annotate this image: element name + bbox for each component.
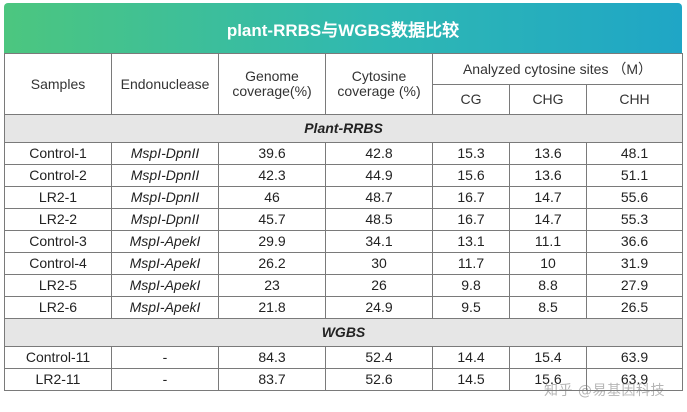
cell-cytosine: 48.5	[325, 208, 433, 231]
table-body: Plant-RRBS Control-1 MspI-DpnII 39.6 42.8 15.…	[4, 114, 683, 391]
comparison-table: Samples Endonuclease Genome coverage(%) …	[4, 53, 683, 391]
cell-genome: 26.2	[218, 252, 326, 275]
cell-cg: 13.1	[432, 230, 510, 253]
cell-cg: 9.5	[432, 296, 510, 319]
header-row-primary: Samples Endonuclease Genome coverage(%) …	[4, 53, 683, 115]
cell-chh: 36.6	[586, 230, 683, 253]
cell-sample: Control-11	[4, 346, 112, 369]
section-label: WGBS	[4, 318, 683, 347]
cell-genome: 46	[218, 186, 326, 209]
section-row: Plant-RRBS	[4, 114, 683, 143]
cell-genome: 45.7	[218, 208, 326, 231]
cell-chg: 10	[509, 252, 587, 275]
cell-enzyme: MspI-DpnII	[111, 208, 219, 231]
comparison-figure: plant-RRBS与WGBS数据比较 Samples Endonuclease…	[4, 3, 683, 409]
cell-cytosine: 44.9	[325, 164, 433, 187]
cell-enzyme: MspI-ApekI	[111, 252, 219, 275]
cell-genome: 83.7	[218, 368, 326, 391]
section-label: Plant-RRBS	[4, 114, 683, 143]
cell-enzyme: MspI-DpnII	[111, 164, 219, 187]
cell-chg: 15.6	[509, 368, 587, 391]
header-cytosine-coverage: Cytosine coverage (%)	[325, 53, 433, 115]
cell-chh: 27.9	[586, 274, 683, 297]
cell-chg: 11.1	[509, 230, 587, 253]
table-row: Control-11-84.3 52.4 14.4 15.4 63.9	[4, 346, 683, 369]
cell-sample: LR2-5	[4, 274, 112, 297]
cell-enzyme: MspI-ApekI	[111, 296, 219, 319]
cell-chg: 14.7	[509, 208, 587, 231]
cell-cytosine: 52.4	[325, 346, 433, 369]
cell-cytosine: 30	[325, 252, 433, 275]
cell-chh: 48.1	[586, 142, 683, 165]
cell-genome: 29.9	[218, 230, 326, 253]
table-row: LR2-1 MspI-DpnII 46 48.7 16.7 14.7 55.6	[4, 186, 683, 209]
cell-genome: 23	[218, 274, 326, 297]
cell-sample: Control-2	[4, 164, 112, 187]
header-genome-coverage: Genome coverage(%)	[218, 53, 326, 115]
table-row: Control-2 MspI-DpnII 42.3 44.9 15.6 13.6 51.1	[4, 164, 683, 187]
cell-genome: 42.3	[218, 164, 326, 187]
cell-cytosine: 24.9	[325, 296, 433, 319]
table-row: Control-3 MspI-ApekI 29.9 34.1 13.1 11.1 36.6	[4, 230, 683, 253]
header-endonuclease: Endonuclease	[111, 53, 219, 115]
table-row: LR2-5 MspI-ApekI 23 26 9.8 8.8 27.9	[4, 274, 683, 297]
table-row: Control-1 MspI-DpnII 39.6 42.8 15.3 13.6 48.1	[4, 142, 683, 165]
table-row: LR2-11-83.7 52.6 14.5 15.6 63.9	[4, 368, 683, 391]
cell-cg: 16.7	[432, 186, 510, 209]
header-samples: Samples	[4, 53, 112, 115]
header-chh: CHH	[586, 84, 683, 115]
cell-chg: 13.6	[509, 142, 587, 165]
cell-cytosine: 52.6	[325, 368, 433, 391]
cell-sample: Control-3	[4, 230, 112, 253]
cell-cytosine: 48.7	[325, 186, 433, 209]
header-row-secondary: CG CHG CHH	[5, 84, 683, 115]
cell-sample: LR2-2	[4, 208, 112, 231]
table-row: LR2-6 MspI-ApekI 21.8 24.9 9.5 8.5 26.5	[4, 296, 683, 319]
cell-chg: 8.8	[509, 274, 587, 297]
cell-genome: 21.8	[218, 296, 326, 319]
table-title: plant-RRBS与WGBS数据比较	[4, 3, 682, 53]
cell-chh: 63.9	[586, 368, 683, 391]
cell-cytosine: 26	[325, 274, 433, 297]
cell-cg: 15.6	[432, 164, 510, 187]
table-row: Control-4 MspI-ApekI 26.2 30 11.7 10 31.9	[4, 252, 683, 275]
cell-cg: 11.7	[432, 252, 510, 275]
cell-cg: 14.5	[432, 368, 510, 391]
cell-sample: Control-4	[4, 252, 112, 275]
cell-chh: 31.9	[586, 252, 683, 275]
cell-chg: 14.7	[509, 186, 587, 209]
cell-cytosine: 42.8	[325, 142, 433, 165]
header-analyzed-sites: Analyzed cytosine sites （M）	[432, 53, 683, 85]
cell-enzyme: -	[111, 368, 219, 391]
cell-enzyme: MspI-ApekI	[111, 274, 219, 297]
cell-chh: 63.9	[586, 346, 683, 369]
section-row: WGBS	[4, 318, 683, 347]
cell-sample: LR2-11	[4, 368, 112, 391]
cell-chg: 13.6	[509, 164, 587, 187]
cell-chg: 8.5	[509, 296, 587, 319]
cell-chh: 51.1	[586, 164, 683, 187]
cell-cg: 15.3	[432, 142, 510, 165]
table-row: LR2-2 MspI-DpnII 45.7 48.5 16.7 14.7 55.3	[4, 208, 683, 231]
cell-cytosine: 34.1	[325, 230, 433, 253]
cell-sample: Control-1	[4, 142, 112, 165]
cell-genome: 39.6	[218, 142, 326, 165]
header-chg: CHG	[509, 84, 587, 115]
cell-sample: LR2-1	[4, 186, 112, 209]
cell-chh: 55.6	[586, 186, 683, 209]
cell-enzyme: MspI-DpnII	[111, 186, 219, 209]
cell-genome: 84.3	[218, 346, 326, 369]
cell-cg: 9.8	[432, 274, 510, 297]
cell-chh: 55.3	[586, 208, 683, 231]
cell-enzyme: MspI-ApekI	[111, 230, 219, 253]
cell-cg: 16.7	[432, 208, 510, 231]
cell-enzyme: -	[111, 346, 219, 369]
cell-sample: LR2-6	[4, 296, 112, 319]
cell-chg: 15.4	[509, 346, 587, 369]
cell-enzyme: MspI-DpnII	[111, 142, 219, 165]
header-cg: CG	[432, 84, 510, 115]
cell-cg: 14.4	[432, 346, 510, 369]
cell-chh: 26.5	[586, 296, 683, 319]
